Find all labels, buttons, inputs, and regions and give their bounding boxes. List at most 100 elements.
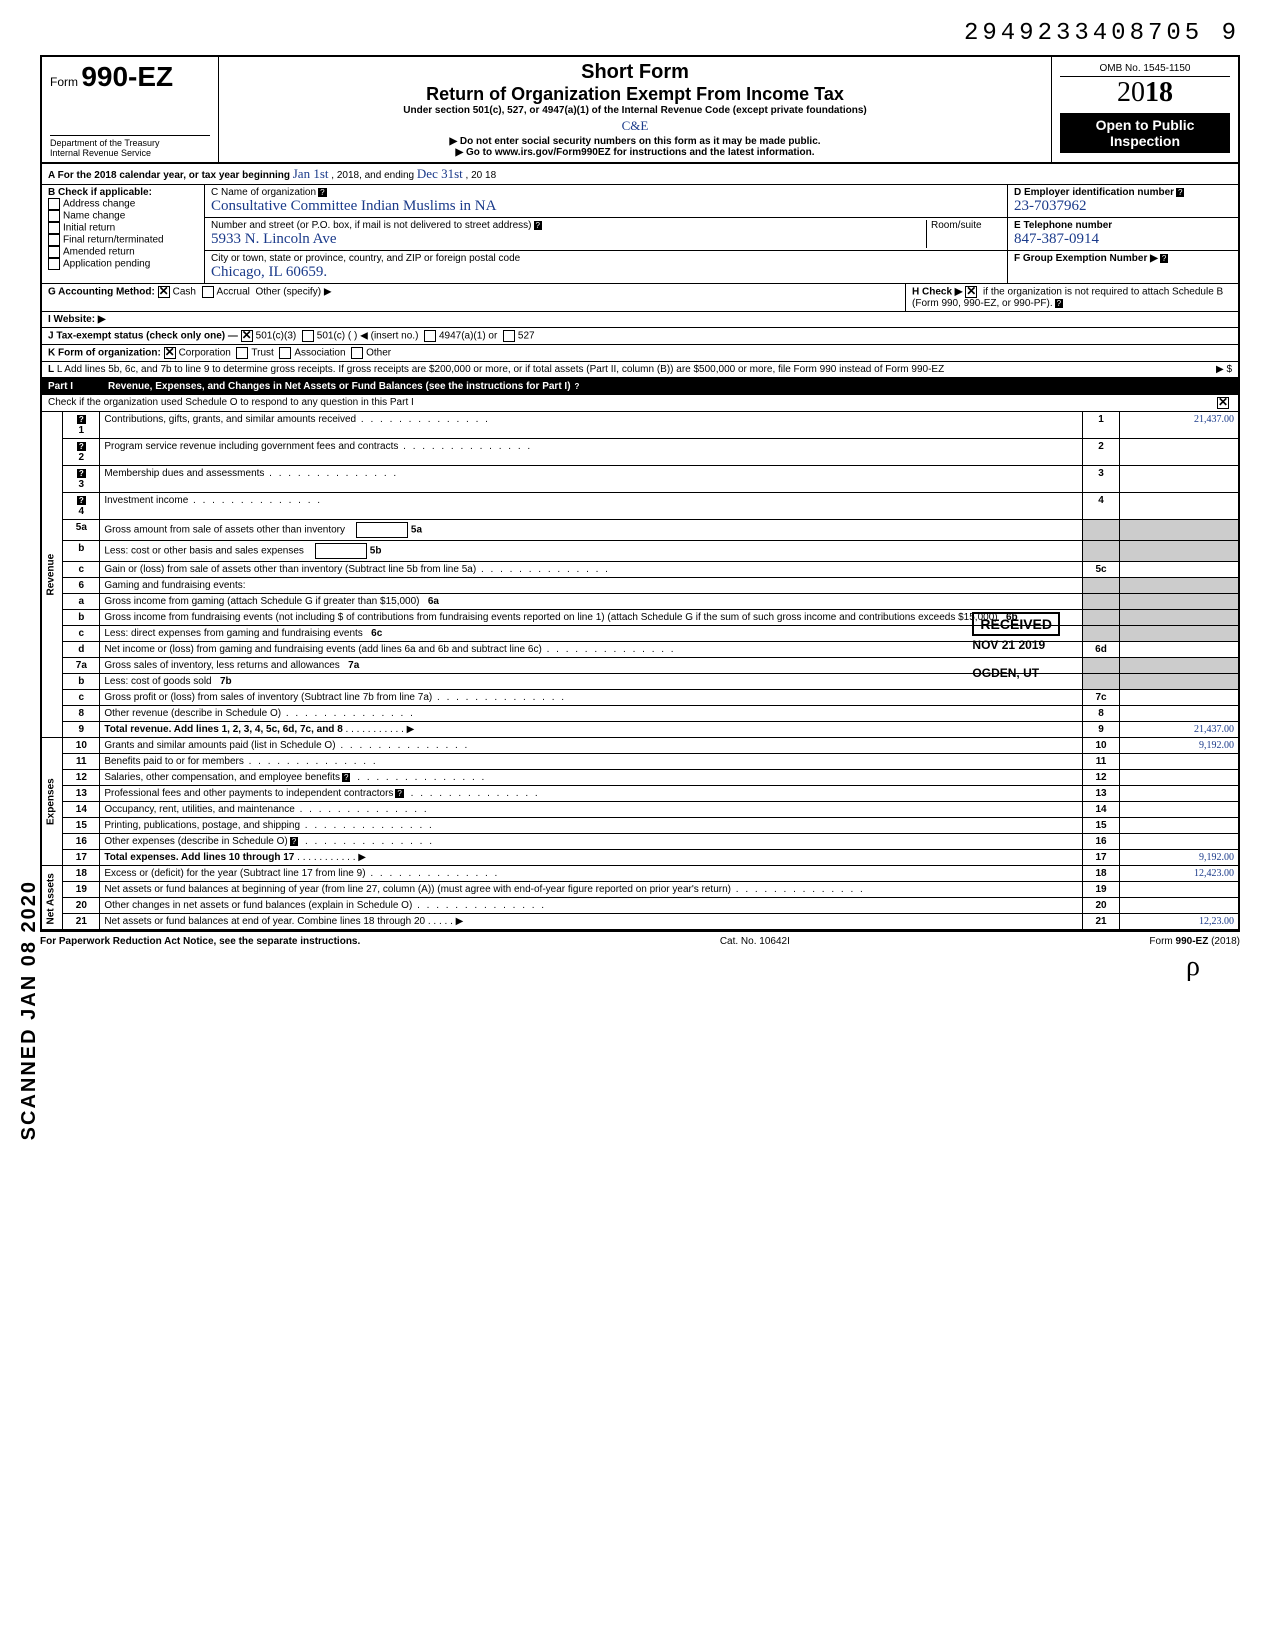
line-9: 9Total revenue. Add lines 1, 2, 3, 4, 5c… <box>41 722 1239 738</box>
cb-initial-return[interactable] <box>48 222 60 234</box>
line-a-label: A For the 2018 calendar year, or tax yea… <box>48 170 290 181</box>
line-20: 20Other changes in net assets or fund ba… <box>41 898 1239 914</box>
revenue-side-label: Revenue <box>41 412 63 738</box>
k-trust: Trust <box>251 348 273 359</box>
line-11: 11Benefits paid to or for members11 <box>41 754 1239 770</box>
cge-handwriting: C&E <box>227 118 1043 134</box>
netassets-side-label: Net Assets <box>41 866 63 931</box>
short-form-title: Short Form <box>227 61 1043 84</box>
goto-note: ▶ Go to www.irs.gov/Form990EZ for instru… <box>227 147 1043 158</box>
b-label: B Check if applicable: <box>48 187 152 198</box>
k-assoc: Association <box>294 348 345 359</box>
cb-4947[interactable] <box>424 330 436 342</box>
ssn-note: ▶ Do not enter social security numbers o… <box>227 136 1043 147</box>
line-15: 15Printing, publications, postage, and s… <box>41 818 1239 834</box>
line-a-mid: , 2018, and ending <box>331 170 414 181</box>
j-label: J Tax-exempt status (check only one) — <box>48 331 238 342</box>
help-icon: ? <box>1055 299 1063 308</box>
tax-year-end: Dec 31st <box>417 166 463 181</box>
part1-header: Part I Revenue, Expenses, and Changes in… <box>40 378 1240 395</box>
footer: For Paperwork Reduction Act Notice, see … <box>40 931 1240 951</box>
opt-final-return: Final return/terminated <box>63 235 164 246</box>
received-text: RECEIVED <box>972 612 1060 636</box>
cb-527[interactable] <box>503 330 515 342</box>
open-to-public: Open to Public Inspection <box>1060 113 1230 153</box>
row-a-tax-year: A For the 2018 calendar year, or tax yea… <box>40 164 1240 185</box>
org-city: Chicago, IL 60659. <box>211 264 327 280</box>
line-10: Expenses 10Grants and similar amounts pa… <box>41 738 1239 754</box>
cb-schedule-b[interactable] <box>965 286 977 298</box>
cb-cash[interactable] <box>158 286 170 298</box>
f-label: F Group Exemption Number ▶ <box>1014 253 1158 264</box>
under-section: Under section 501(c), 527, or 4947(a)(1)… <box>227 105 1043 116</box>
h-label: H Check ▶ <box>912 287 962 298</box>
cb-501c3[interactable] <box>241 330 253 342</box>
help-icon: ? <box>1176 188 1184 197</box>
line-7c: cGross profit or (loss) from sales of in… <box>41 690 1239 706</box>
cb-amended[interactable] <box>48 246 60 258</box>
cb-corp[interactable] <box>164 347 176 359</box>
line-4: ?4Investment income4 <box>41 493 1239 520</box>
j-527: 527 <box>518 331 535 342</box>
line-5c: cGain or (loss) from sale of assets othe… <box>41 562 1239 578</box>
line-2: ?2Program service revenue including gove… <box>41 439 1239 466</box>
c-label: C Name of organization <box>211 187 316 198</box>
line-8: 8Other revenue (describe in Schedule O)8 <box>41 706 1239 722</box>
line-6: 6Gaming and fundraising events: <box>41 578 1239 594</box>
cb-name-change[interactable] <box>48 210 60 222</box>
row-g-h: G Accounting Method: Cash Accrual Other … <box>40 284 1240 312</box>
cb-accrual[interactable] <box>202 286 214 298</box>
line-21: 21Net assets or fund balances at end of … <box>41 914 1239 931</box>
help-icon: ? <box>318 188 326 197</box>
cb-other[interactable] <box>351 347 363 359</box>
cb-501c[interactable] <box>302 330 314 342</box>
ein: 23-7037962 <box>1014 198 1087 214</box>
dln-number: 2949233408705 9 <box>40 20 1240 47</box>
line-5b: bLess: cost or other basis and sales exp… <box>41 541 1239 562</box>
line-16: 16Other expenses (describe in Schedule O… <box>41 834 1239 850</box>
line-3: ?3Membership dues and assessments3 <box>41 466 1239 493</box>
tax-year-begin: Jan 1st <box>293 166 329 181</box>
i-label: I Website: ▶ <box>48 314 106 325</box>
footer-left: For Paperwork Reduction Act Notice, see … <box>40 936 360 947</box>
opt-address-change: Address change <box>63 199 135 210</box>
footer-right: Form 990-EZ (2018) <box>1149 936 1240 947</box>
j-insert: ) ◀ (insert no.) <box>354 331 418 342</box>
cb-final-return[interactable] <box>48 234 60 246</box>
signature: ρ <box>40 951 1240 983</box>
org-info-block: B Check if applicable: Address change Na… <box>40 185 1240 284</box>
help-icon: ? <box>573 382 582 391</box>
cb-app-pending[interactable] <box>48 258 60 270</box>
line-6a: aGross income from gaming (attach Schedu… <box>41 594 1239 610</box>
opt-name-change: Name change <box>63 211 125 222</box>
g-other: Other (specify) ▶ <box>255 287 331 298</box>
row-k: K Form of organization: Corporation Trus… <box>40 345 1240 362</box>
scanned-stamp: SCANNED JAN 08 2020 <box>18 880 41 1140</box>
part1-check-text: Check if the organization used Schedule … <box>48 397 414 408</box>
dept-treasury: Department of the Treasury Internal Reve… <box>50 135 210 158</box>
j-501c: 501(c) ( <box>317 331 351 342</box>
cb-assoc[interactable] <box>279 347 291 359</box>
l-arrow: ▶ $ <box>1216 364 1232 375</box>
expenses-side-label: Expenses <box>41 738 63 866</box>
cb-trust[interactable] <box>236 347 248 359</box>
cb-address-change[interactable] <box>48 198 60 210</box>
row-i: I Website: ▶ <box>40 312 1240 328</box>
form-header: Form 990-EZ Department of the Treasury I… <box>40 55 1240 164</box>
part1-check-row: Check if the organization used Schedule … <box>40 395 1240 412</box>
omb-number: OMB No. 1545-1150 <box>1060 61 1230 77</box>
g-accrual: Accrual <box>217 287 250 298</box>
lines-table: Revenue ?1 Contributions, gifts, grants,… <box>40 412 1240 931</box>
line-13: 13Professional fees and other payments t… <box>41 786 1239 802</box>
telephone: 847-387-0914 <box>1014 231 1099 247</box>
j-501c3: 501(c)(3) <box>256 331 297 342</box>
opt-initial-return: Initial return <box>63 223 115 234</box>
box-5a <box>356 522 408 538</box>
e-label: E Telephone number <box>1014 220 1112 231</box>
ogden-text: OGDEN, UT <box>972 666 1060 680</box>
cb-schedule-o[interactable] <box>1217 397 1229 409</box>
k-label: K Form of organization: <box>48 348 161 359</box>
tax-year: 2018 <box>1060 77 1230 109</box>
part1-label: Part I <box>48 381 108 392</box>
received-stamp: RECEIVED NOV 21 2019 OGDEN, UT <box>972 612 1060 680</box>
